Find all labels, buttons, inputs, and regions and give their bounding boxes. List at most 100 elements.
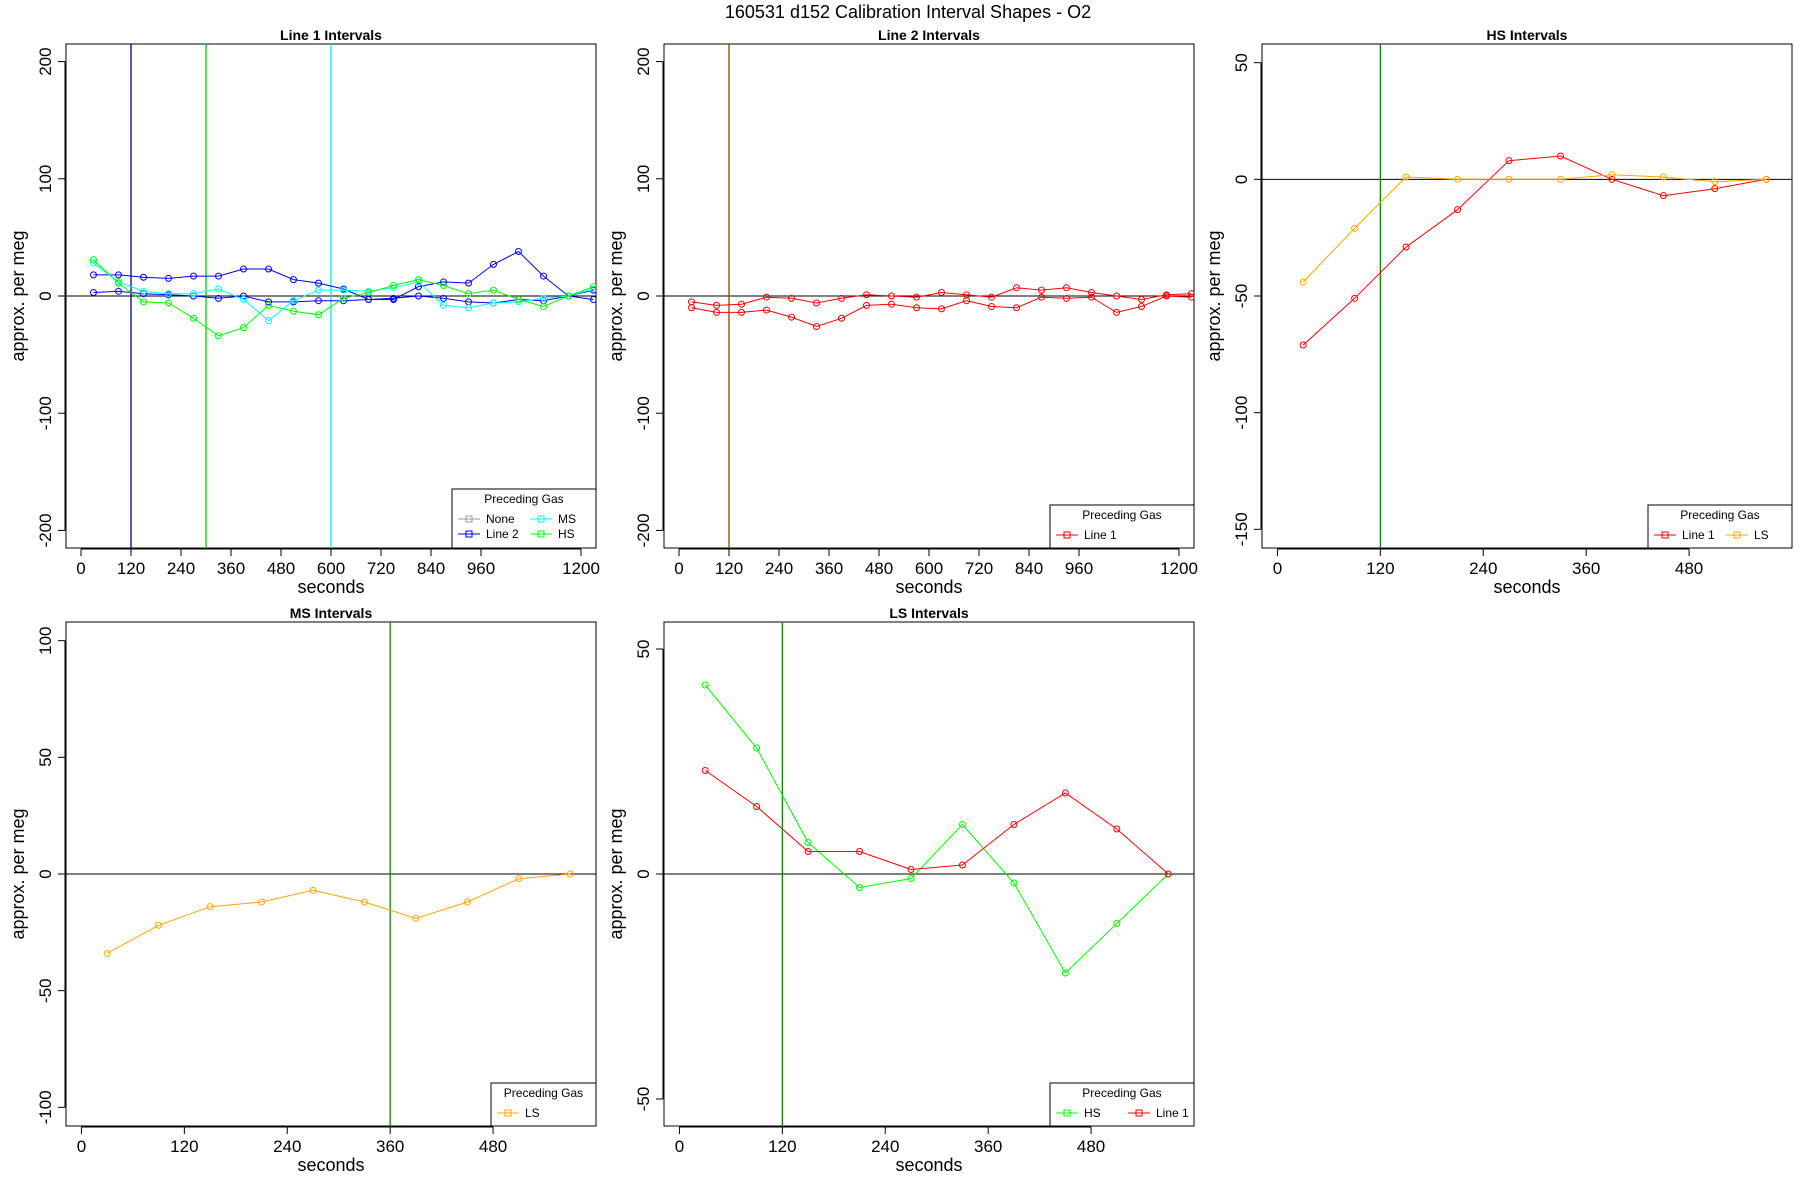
legend: Preceding Gas Line 1 LS <box>1647 504 1793 549</box>
data-point-line-1 <box>1013 284 1020 292</box>
y-tick-label: 50 <box>1232 53 1251 72</box>
data-point-ms <box>215 285 222 293</box>
data-point-line-1 <box>738 308 745 316</box>
data-point-hs <box>140 298 147 306</box>
legend-swatch-marker <box>1063 531 1071 539</box>
data-point-line-1 <box>938 305 945 313</box>
x-tick-label: 240 <box>167 559 195 578</box>
data-point-ms <box>465 304 472 312</box>
data-point-line-1 <box>1659 192 1667 200</box>
y-tick-label: -200 <box>36 513 55 547</box>
data-point-line-1 <box>1608 175 1616 183</box>
data-point-line-2 <box>440 294 447 302</box>
data-point-line-2 <box>215 272 222 280</box>
data-point-line-1 <box>738 300 745 308</box>
data-point-ms <box>190 290 197 298</box>
y-tick-label: 100 <box>36 626 55 654</box>
data-point-ms <box>315 286 322 294</box>
data-point-hs <box>215 332 222 340</box>
data-point-line-1 <box>1454 206 1462 214</box>
data-point-line-1 <box>863 291 870 299</box>
panel-title: Line 2 Intervals <box>878 27 980 43</box>
data-point-ms <box>590 285 596 293</box>
data-point-line-1 <box>1402 243 1410 251</box>
data-point-line-1 <box>938 288 945 296</box>
data-point-hs <box>190 314 197 322</box>
x-tick-label: 240 <box>1469 559 1497 578</box>
data-point-line-1 <box>713 301 720 309</box>
data-point-line-2 <box>515 247 522 255</box>
panel-title: HS Intervals <box>1487 27 1568 43</box>
legend-entry-label: Line 2 <box>486 527 519 541</box>
y-tick-label: 50 <box>634 640 653 659</box>
data-point-line-1 <box>963 297 970 305</box>
y-tick-label: -50 <box>634 1087 653 1112</box>
data-point-hs <box>115 279 122 287</box>
data-point-ls <box>1762 175 1770 183</box>
data-point-line-1 <box>988 303 995 311</box>
data-point-ls <box>1711 178 1719 186</box>
data-point-hs <box>515 296 522 304</box>
data-point-hs <box>856 884 864 891</box>
x-tick-label: 600 <box>915 559 943 578</box>
data-point-ls <box>258 898 266 906</box>
x-tick-label: 480 <box>479 1137 507 1156</box>
legend-entry-label: HS <box>558 527 575 541</box>
y-axis-label: approx. per meg <box>1204 230 1224 361</box>
data-point-line-2 <box>315 279 322 287</box>
data-point-line-1 <box>763 306 770 314</box>
data-point-ls <box>412 914 420 922</box>
data-point-ms <box>515 298 522 306</box>
data-point-line-2 <box>140 273 147 281</box>
data-point-line-1 <box>863 301 870 309</box>
data-point-line-2 <box>115 271 122 279</box>
x-axis-label: seconds <box>297 1155 364 1175</box>
data-point-ls <box>103 949 111 957</box>
data-point-line-2 <box>290 276 297 284</box>
data-point-line-1 <box>1088 293 1095 301</box>
x-axis-label: seconds <box>297 577 364 597</box>
panel-line-2-intervals: Line 2 Intervals 0 120 240 360 480 600 720 840 96… <box>606 27 1198 597</box>
data-point-line-2 <box>590 296 596 304</box>
x-tick-label: 480 <box>267 559 295 578</box>
data-point-line-2 <box>440 278 447 286</box>
data-point-ls <box>155 921 163 929</box>
data-point-ls <box>1402 173 1410 181</box>
data-point-line-1 <box>907 866 915 873</box>
y-tick-label: -200 <box>634 513 653 547</box>
x-axis-label: seconds <box>1493 577 1560 597</box>
data-point-hs <box>340 294 347 302</box>
legend: Preceding Gas LS <box>490 1082 597 1127</box>
data-point-line-2 <box>190 292 197 300</box>
data-point-hs <box>1061 969 1069 977</box>
panel-line-1-intervals: Line 1 Intervals 0 120 240 360 480 600 720 840 96… <box>8 27 600 597</box>
data-point-hs <box>315 311 322 319</box>
data-point-line-1 <box>1138 296 1145 304</box>
data-point-hs <box>240 324 247 332</box>
y-axis-label: approx. per meg <box>606 808 626 939</box>
series-line-ms <box>93 262 594 322</box>
data-point-line-1 <box>1113 308 1120 316</box>
data-point-line-2 <box>265 298 272 306</box>
data-point-line-1 <box>753 803 761 810</box>
data-point-hs <box>753 744 761 752</box>
data-point-hs <box>365 288 372 296</box>
data-point-hs <box>290 307 297 315</box>
data-point-line-1 <box>856 848 864 855</box>
data-point-line-1 <box>1556 152 1564 160</box>
data-point-line-2 <box>490 260 497 268</box>
data-point-ls <box>1659 173 1667 181</box>
plot-area <box>664 622 1194 1126</box>
data-point-hs <box>1113 920 1121 927</box>
x-tick-label: 360 <box>815 559 843 578</box>
legend-box <box>1647 504 1793 549</box>
panel-title: MS Intervals <box>290 605 373 621</box>
data-point-ms <box>415 278 422 286</box>
data-point-hs <box>804 839 812 846</box>
data-point-ms <box>240 296 247 304</box>
data-point-line-1 <box>1711 185 1719 193</box>
data-point-line-1 <box>1038 286 1045 294</box>
legend-box <box>1049 1082 1195 1127</box>
legend-swatch-marker <box>504 1109 512 1117</box>
